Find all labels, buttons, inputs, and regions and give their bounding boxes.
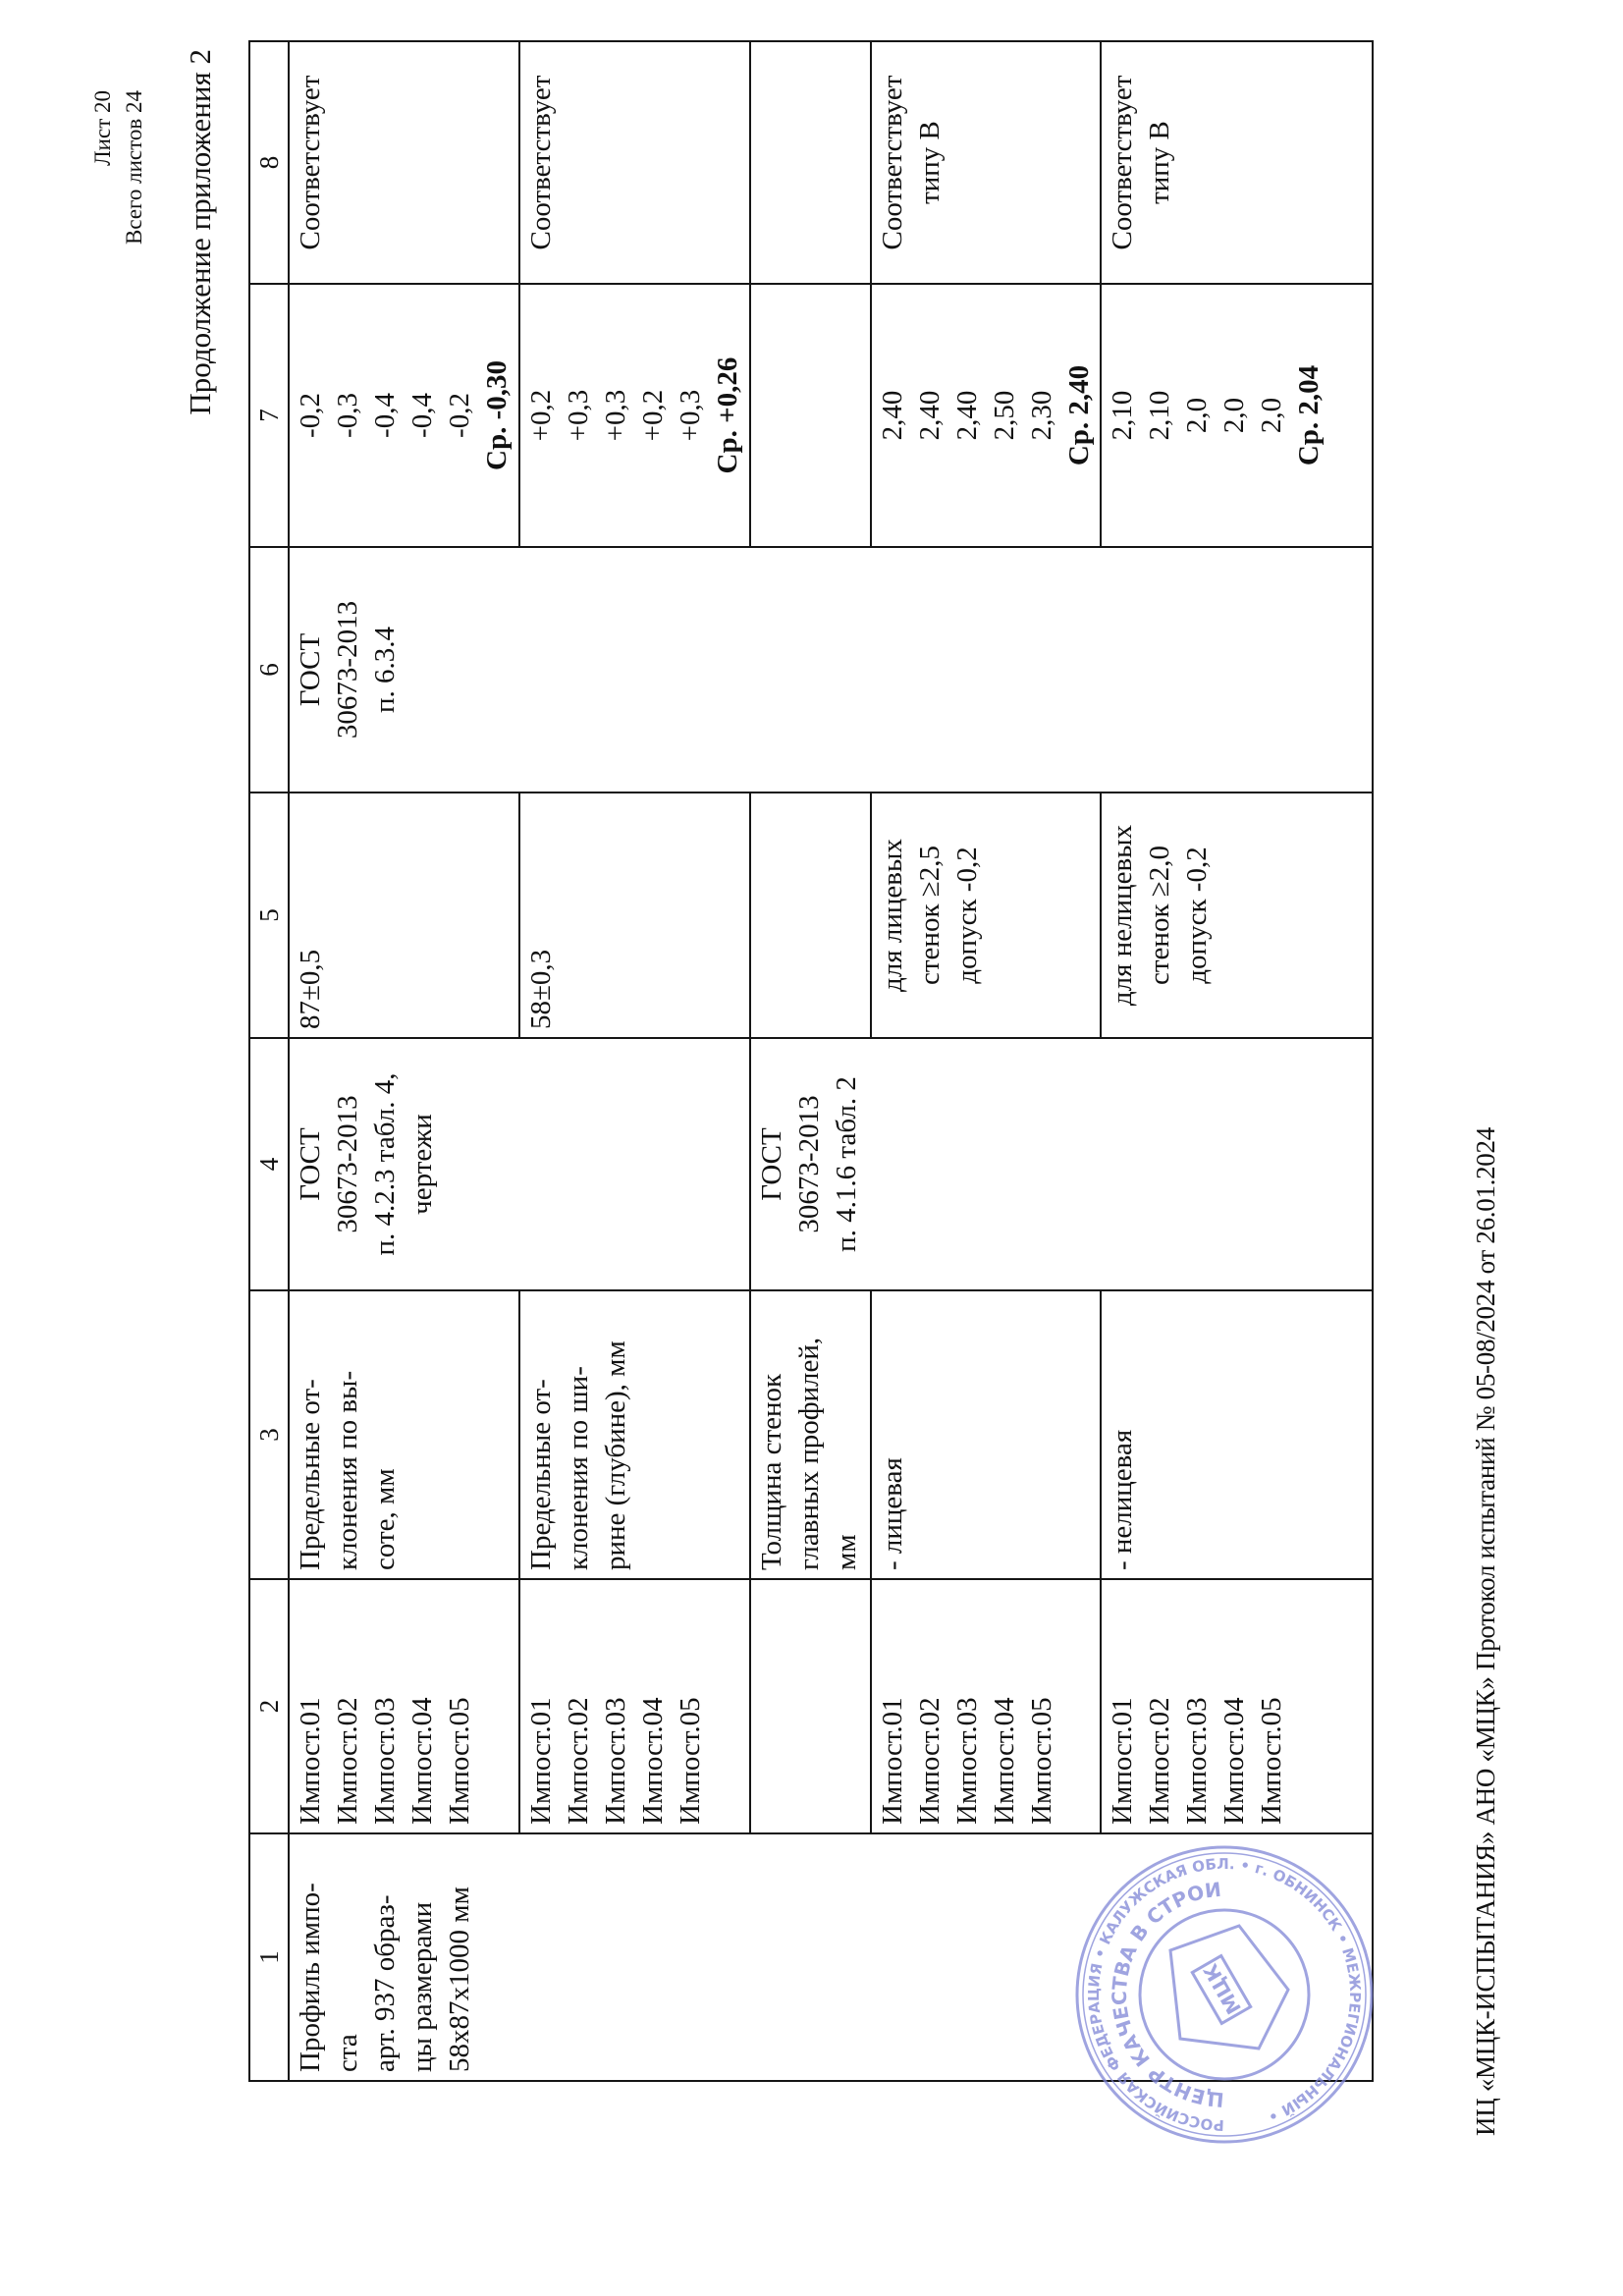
requirement-cell: 58±0,3	[519, 793, 750, 1038]
conclusion-cell	[750, 41, 871, 284]
conclusion-cell: Соответствует	[519, 41, 750, 284]
specimens-cell: Импост.01 Импост.02 Импост.03 Импост.04 …	[1101, 1579, 1373, 1833]
results-average: Ср. 2,04	[1293, 364, 1325, 466]
parameter-cell: Предельные от- клонения по ши- рине (глу…	[519, 1290, 750, 1579]
results-cell	[750, 284, 871, 547]
requirement-cell: для лицевых стенок ≥2,5 допуск -0,2	[871, 793, 1101, 1038]
results-cell: 2,10 2,10 2,0 2,0 2,0 Ср. 2,04	[1101, 284, 1373, 547]
specimens-cell	[750, 1579, 871, 1833]
conclusion-cell: Соответствует типу В	[871, 41, 1101, 284]
column-number: 4	[249, 1038, 289, 1290]
specimens-cell: Импост.01 Импост.02 Импост.03 Импост.04 …	[519, 1579, 750, 1833]
results-values: +0,2 +0,3 +0,3 +0,2 +0,3	[525, 389, 706, 442]
parameter-cell: Предельные от- клонения по вы- соте, мм	[289, 1290, 519, 1579]
stamp-pentagon-icon	[1168, 1924, 1290, 2050]
normative-doc-cell: ГОСТ 30673-2013 п. 4.2.3 табл. 4, чертеж…	[289, 1038, 750, 1290]
table-row: Толщина стенок главных профилей, мм ГОСТ…	[750, 41, 1373, 2081]
column-number: 5	[249, 793, 289, 1038]
column-number: 6	[249, 547, 289, 793]
column-number: 1	[249, 1833, 289, 2081]
stamp-inner-ring	[1138, 1908, 1311, 2081]
column-number-row: 1 2 3 4 5 6 7 8	[249, 41, 289, 2081]
conclusion-cell: Соответствует типу В	[1101, 41, 1373, 284]
requirement-cell: 87±0,5	[289, 793, 519, 1038]
total-sheets: Всего листов 24	[122, 90, 146, 246]
results-average: Ср. +0,26	[712, 356, 743, 474]
normative-doc-cell: ГОСТ 30673-2013 п. 4.1.6 табл. 2	[750, 1038, 1373, 1290]
protocol-footer: ИЦ «МЦК-ИСПЫТАНИЯ» АНО «МЦК» Протокол ис…	[1471, 1127, 1500, 2136]
specimens-cell: Импост.01 Импост.02 Импост.03 Импост.04 …	[871, 1579, 1101, 1833]
stamp-outer-ring	[1075, 1845, 1374, 2144]
column-number: 3	[249, 1290, 289, 1579]
organization-stamp: РОССИЙСКАЯ ФЕДЕРАЦИЯ • КАЛУЖСКАЯ ОБЛ. • …	[1072, 1845, 1374, 2147]
results-values: 2,10 2,10 2,0 2,0 2,0	[1107, 390, 1287, 441]
column-number: 2	[249, 1579, 289, 1833]
results-cell: +0,2 +0,3 +0,3 +0,2 +0,3 Ср. +0,26	[519, 284, 750, 547]
parameter-cell: - нелицевая	[1101, 1290, 1373, 1579]
results-values: -0,2 -0,3 -0,4 -0,4 -0,2	[295, 393, 475, 438]
conclusion-cell: Соответствует	[289, 41, 519, 284]
table-row: Профиль импо- ста арт. 937 образ- цы раз…	[289, 41, 1373, 2081]
results-cell: -0,2 -0,3 -0,4 -0,4 -0,2 Ср. -0,30	[289, 284, 519, 547]
test-method-cell: ГОСТ 30673-2013 п. 6.3.4	[289, 547, 1373, 793]
column-number: 7	[249, 284, 289, 547]
requirement-cell	[750, 793, 871, 1038]
specimens-cell: Импост.01 Импост.02 Импост.03 Импост.04 …	[289, 1579, 519, 1833]
appendix-continuation-title: Продолжение приложения 2	[183, 49, 217, 415]
results-cell: 2,40 2,40 2,40 2,50 2,30 Ср. 2,40	[871, 284, 1101, 547]
results-average: Ср. 2,40	[1063, 364, 1095, 466]
parameter-cell: - лицевая	[871, 1290, 1101, 1579]
test-results-table: 1 2 3 4 5 6 7 8 Профиль импо- ста арт. 9…	[248, 40, 1374, 2082]
requirement-cell: для нелицевых стенок ≥2,0 допуск -0,2	[1101, 793, 1373, 1038]
sheet-number: Лист 20	[90, 90, 115, 166]
parameter-cell: Толщина стенок главных профилей, мм	[750, 1290, 871, 1579]
results-values: 2,40 2,40 2,40 2,50 2,30	[877, 390, 1057, 441]
results-average: Ср. -0,30	[481, 360, 513, 470]
column-number: 8	[249, 41, 289, 284]
